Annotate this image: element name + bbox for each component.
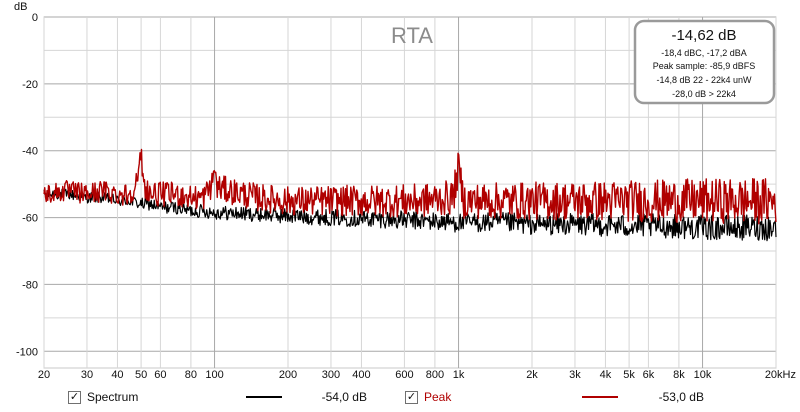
info-line: Peak sample: -85,9 dBFS: [653, 61, 756, 71]
y-tick-label: 0: [32, 12, 38, 24]
x-tick-label: 1k: [453, 369, 465, 381]
x-tick-label: 20: [38, 369, 50, 381]
x-tick-label: 80: [185, 369, 197, 381]
x-tick-label: 5k: [623, 369, 635, 381]
series-line-peak: [43, 148, 777, 225]
x-tick-label: 40: [111, 369, 123, 381]
legend-value-spectrum: -54,0 dB: [321, 390, 367, 404]
info-box-frame: [633, 19, 776, 105]
legend-swatch-spectrum: [246, 396, 282, 398]
x-tick-label: 10k: [694, 369, 712, 381]
x-tick-label: 200: [279, 369, 297, 381]
x-tick-label: 3k: [569, 369, 581, 381]
x-tick-label: 6k: [643, 369, 655, 381]
info-line: -28,0 dB > 22k4: [672, 89, 736, 99]
x-ticks: 20 30 40 50 60 80 100 200 300 400 600 800 1k 2k 3k 4k 5k…: [38, 369, 796, 381]
x-tick-label: 100: [205, 369, 223, 381]
peak-checkbox[interactable]: ✓: [405, 391, 418, 404]
x-tick-label: 400: [352, 369, 370, 381]
x-tick-label: 50: [135, 369, 147, 381]
spectrum-checkbox[interactable]: ✓: [68, 391, 81, 404]
series-group: [43, 148, 777, 242]
y-tick-label: -60: [22, 213, 38, 225]
x-tick-label: 2k: [526, 369, 538, 381]
legend: ✓ Spectrum -54,0 dB ✓ Peak -53,0 dB: [0, 384, 800, 412]
info-headline: -14,62 dB: [671, 27, 736, 44]
y-tick-label: -80: [22, 279, 38, 291]
x-tick-label: 20kHz: [765, 369, 796, 381]
y-ticks: 0 -20 -40 -60 -80 -100: [16, 12, 38, 358]
legend-value-peak: -53,0 dB: [658, 390, 704, 404]
info-line: -14,8 dB 22 - 22k4 unW: [656, 75, 752, 85]
x-tick-label: 60: [154, 369, 166, 381]
info-box: -14,62 dB -18,4 dBC, -17,2 dBA Peak samp…: [633, 19, 776, 105]
y-tick-label: -100: [16, 346, 38, 358]
legend-swatch-peak: [582, 396, 618, 398]
rta-chart: 0 -20 -40 -60 -80 -100 20 30 40 50 60 80 100 200 300 4…: [14, 1, 796, 381]
y-tick-label: -40: [22, 146, 38, 158]
y-axis-label: dB: [14, 1, 27, 13]
info-line: -18,4 dBC, -17,2 dBA: [661, 48, 747, 58]
x-tick-label: 300: [322, 369, 340, 381]
x-tick-label: 30: [81, 369, 93, 381]
x-tick-label: 600: [395, 369, 413, 381]
chart-title: RTA: [391, 23, 433, 48]
x-tick-label: 8k: [673, 369, 685, 381]
series-line-spectrum: [43, 188, 777, 242]
legend-label-peak: Peak: [424, 390, 452, 404]
x-tick-label: 4k: [600, 369, 612, 381]
y-tick-label: -20: [22, 79, 38, 91]
legend-label-spectrum: Spectrum: [87, 390, 139, 404]
x-tick-label: 800: [426, 369, 444, 381]
